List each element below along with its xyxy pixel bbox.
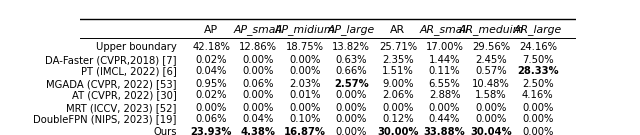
Text: 2.06%: 2.06% xyxy=(382,90,413,100)
Text: 0.57%: 0.57% xyxy=(476,66,507,76)
Text: PT (IMCL, 2022) [6]: PT (IMCL, 2022) [6] xyxy=(81,66,177,76)
Text: AP: AP xyxy=(204,25,218,35)
Text: 0.04%: 0.04% xyxy=(243,114,274,124)
Text: 16.87%: 16.87% xyxy=(284,127,326,135)
Text: 7.50%: 7.50% xyxy=(522,55,554,65)
Text: 10.48%: 10.48% xyxy=(472,79,510,89)
Text: AR_small: AR_small xyxy=(420,24,469,35)
Text: 0.63%: 0.63% xyxy=(335,55,367,65)
Text: 30.04%: 30.04% xyxy=(470,127,512,135)
Text: 2.03%: 2.03% xyxy=(289,79,321,89)
Text: 0.00%: 0.00% xyxy=(335,114,367,124)
Text: 12.86%: 12.86% xyxy=(239,42,277,52)
Text: Upper boundary: Upper boundary xyxy=(96,42,177,52)
Text: 2.88%: 2.88% xyxy=(429,90,460,100)
Text: 29.56%: 29.56% xyxy=(472,42,510,52)
Text: 0.00%: 0.00% xyxy=(243,55,274,65)
Text: 0.10%: 0.10% xyxy=(289,114,321,124)
Text: 0.00%: 0.00% xyxy=(289,66,321,76)
Text: AR: AR xyxy=(390,25,406,35)
Text: 0.00%: 0.00% xyxy=(243,90,274,100)
Text: AP_small: AP_small xyxy=(234,24,282,35)
Text: 1.51%: 1.51% xyxy=(382,66,414,76)
Text: 0.02%: 0.02% xyxy=(196,55,227,65)
Text: 1.58%: 1.58% xyxy=(476,90,507,100)
Text: AR_large: AR_large xyxy=(514,24,562,35)
Text: 0.00%: 0.00% xyxy=(476,114,507,124)
Text: 0.00%: 0.00% xyxy=(243,103,274,113)
Text: 4.16%: 4.16% xyxy=(522,90,554,100)
Text: DoubleFPN (NIPS, 2023) [19]: DoubleFPN (NIPS, 2023) [19] xyxy=(33,114,177,124)
Text: 2.45%: 2.45% xyxy=(476,55,507,65)
Text: 30.00%: 30.00% xyxy=(377,127,419,135)
Text: 33.88%: 33.88% xyxy=(424,127,465,135)
Text: 28.33%: 28.33% xyxy=(517,66,559,76)
Text: 1.44%: 1.44% xyxy=(429,55,460,65)
Text: 0.66%: 0.66% xyxy=(335,66,367,76)
Text: 0.04%: 0.04% xyxy=(196,66,227,76)
Text: 0.00%: 0.00% xyxy=(476,103,507,113)
Text: 0.00%: 0.00% xyxy=(522,114,554,124)
Text: 0.06%: 0.06% xyxy=(243,79,274,89)
Text: Ours: Ours xyxy=(153,127,177,135)
Text: 0.00%: 0.00% xyxy=(382,103,413,113)
Text: 0.01%: 0.01% xyxy=(289,90,321,100)
Text: AR_meduim: AR_meduim xyxy=(458,24,524,35)
Text: DA-Faster (CVPR,2018) [7]: DA-Faster (CVPR,2018) [7] xyxy=(45,55,177,65)
Text: AP_large: AP_large xyxy=(328,24,375,35)
Text: MRT (ICCV, 2023) [52]: MRT (ICCV, 2023) [52] xyxy=(67,103,177,113)
Text: 13.82%: 13.82% xyxy=(332,42,371,52)
Text: 0.44%: 0.44% xyxy=(429,114,460,124)
Text: 0.00%: 0.00% xyxy=(335,127,367,135)
Text: 0.00%: 0.00% xyxy=(243,66,274,76)
Text: 42.18%: 42.18% xyxy=(193,42,230,52)
Text: 0.00%: 0.00% xyxy=(289,55,321,65)
Text: 25.71%: 25.71% xyxy=(379,42,417,52)
Text: 2.57%: 2.57% xyxy=(334,79,369,89)
Text: 2.35%: 2.35% xyxy=(382,55,413,65)
Text: 0.00%: 0.00% xyxy=(335,103,367,113)
Text: 0.06%: 0.06% xyxy=(196,114,227,124)
Text: 0.00%: 0.00% xyxy=(522,127,554,135)
Text: 0.00%: 0.00% xyxy=(196,103,227,113)
Text: AP_midium: AP_midium xyxy=(275,24,335,35)
Text: MGADA (CVPR, 2022) [53]: MGADA (CVPR, 2022) [53] xyxy=(46,79,177,89)
Text: 17.00%: 17.00% xyxy=(426,42,463,52)
Text: 0.11%: 0.11% xyxy=(429,66,460,76)
Text: 0.00%: 0.00% xyxy=(429,103,460,113)
Text: 2.50%: 2.50% xyxy=(522,79,554,89)
Text: 0.00%: 0.00% xyxy=(335,90,367,100)
Text: AT (CVPR, 2022) [30]: AT (CVPR, 2022) [30] xyxy=(72,90,177,100)
Text: 0.00%: 0.00% xyxy=(289,103,321,113)
Text: 23.93%: 23.93% xyxy=(191,127,232,135)
Text: 4.38%: 4.38% xyxy=(241,127,276,135)
Text: 0.00%: 0.00% xyxy=(522,103,554,113)
Text: 6.55%: 6.55% xyxy=(429,79,460,89)
Text: 18.75%: 18.75% xyxy=(285,42,324,52)
Text: 24.16%: 24.16% xyxy=(519,42,557,52)
Text: 0.12%: 0.12% xyxy=(382,114,413,124)
Text: 9.00%: 9.00% xyxy=(382,79,413,89)
Text: 0.95%: 0.95% xyxy=(196,79,227,89)
Text: 0.02%: 0.02% xyxy=(196,90,227,100)
